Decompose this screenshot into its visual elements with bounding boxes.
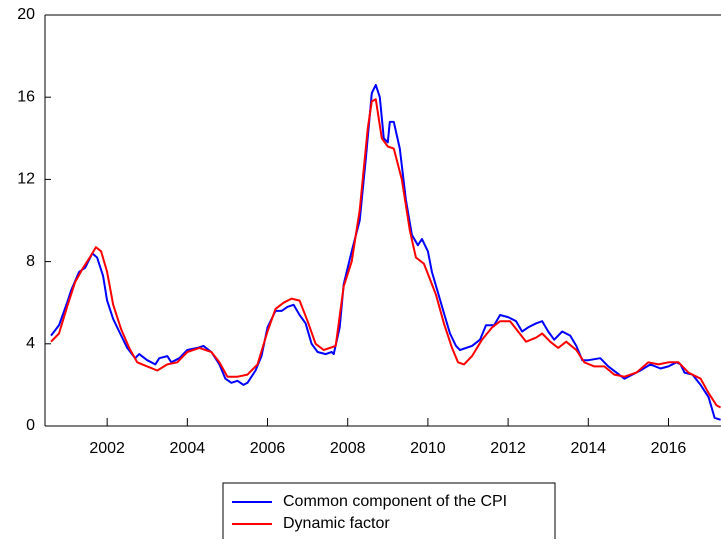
series-line (50, 83, 721, 421)
legend-label: Dynamic factor (283, 515, 390, 532)
x-tick-label: 2012 (490, 440, 526, 457)
y-tick-label: 0 (26, 417, 35, 434)
y-tick-label: 20 (17, 6, 35, 23)
x-tick-label: 2010 (410, 440, 446, 457)
x-tick-label: 2014 (570, 440, 606, 457)
y-tick-label: 4 (26, 335, 35, 352)
x-tick-label: 2016 (651, 440, 687, 457)
x-tick-label: 2002 (89, 440, 125, 457)
x-tick-label: 2004 (170, 440, 206, 457)
legend-label: Common component of the CPI (283, 493, 507, 510)
x-tick-label: 2008 (330, 440, 366, 457)
x-tick-label: 2006 (250, 440, 286, 457)
y-tick-label: 12 (17, 171, 35, 188)
y-tick-label: 8 (26, 253, 35, 270)
series-line (50, 98, 721, 409)
legend (222, 482, 556, 544)
y-tick-label: 16 (17, 88, 35, 105)
